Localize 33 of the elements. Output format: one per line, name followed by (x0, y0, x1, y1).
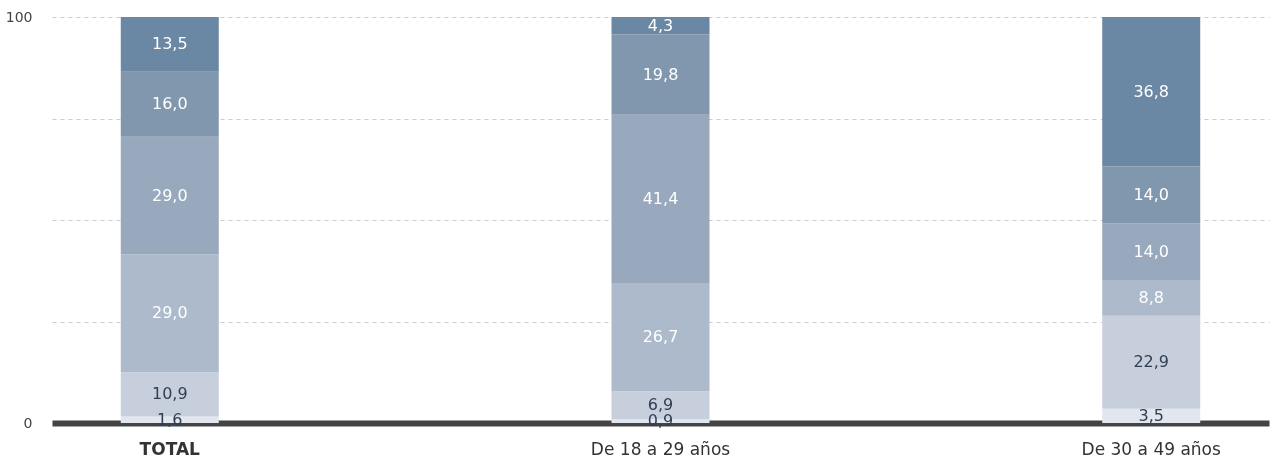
bar (1102, 280, 1201, 316)
data-label: 10,9 (151, 384, 188, 404)
data-label: 16,0 (151, 94, 188, 114)
x-tick-label: De 18 a 29 años (590, 438, 731, 459)
data-label: 36,8 (1133, 81, 1170, 101)
data-label: 26,7 (642, 327, 679, 347)
data-label: 22,9 (1133, 352, 1170, 372)
bar (120, 136, 219, 255)
bar (611, 114, 710, 283)
x-tick-label: TOTAL (139, 438, 201, 459)
bar (1102, 17, 1201, 167)
data-label: 6,9 (647, 395, 674, 415)
data-label: 4,3 (647, 15, 674, 35)
data-label: 29,0 (151, 185, 188, 205)
bar (1102, 223, 1201, 281)
bar (611, 282, 710, 392)
y-tick-label: 100 (5, 8, 33, 25)
bar (120, 17, 219, 72)
data-label: 14,0 (1133, 241, 1170, 261)
data-label: 13,5 (151, 34, 188, 54)
data-label: 8,8 (1138, 287, 1164, 307)
bar (120, 71, 219, 137)
data-label: 3,5 (1138, 405, 1164, 425)
data-label: 41,4 (642, 188, 679, 208)
bar (120, 254, 219, 373)
y-tick-label: 0 (23, 414, 33, 431)
data-label: 29,0 (151, 303, 188, 323)
data-label: 19,8 (642, 64, 679, 84)
bar (611, 34, 710, 115)
x-tick-label: De 30 a 49 años (1081, 438, 1222, 459)
bar (1102, 166, 1201, 224)
data-label: 14,0 (1133, 184, 1170, 204)
bar (1102, 315, 1201, 409)
